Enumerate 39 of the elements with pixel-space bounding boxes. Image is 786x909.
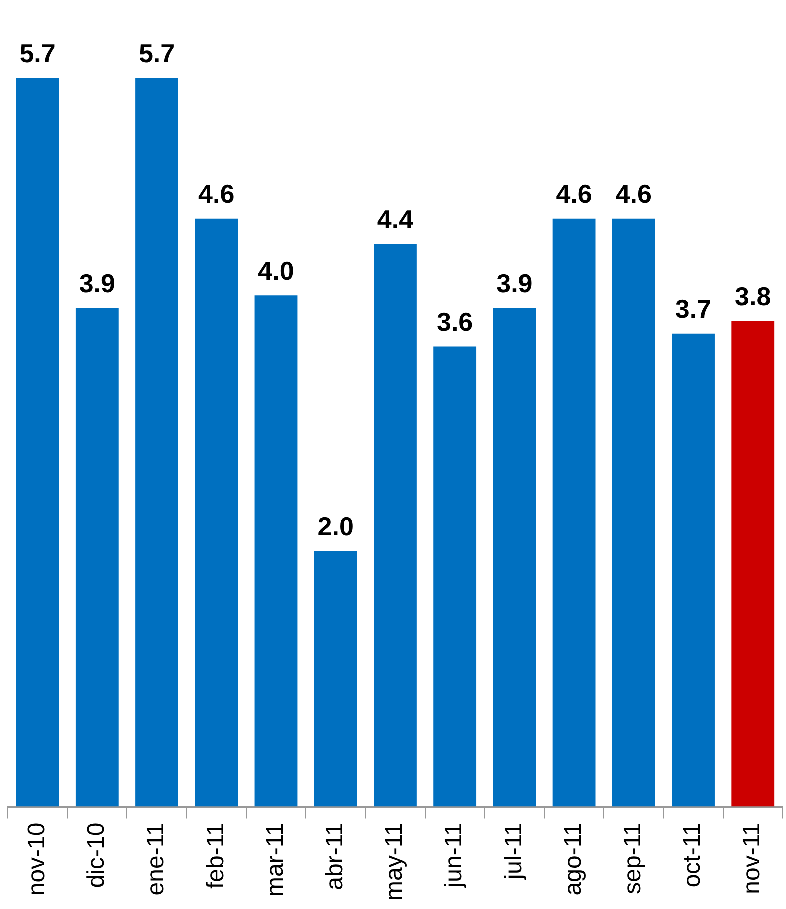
data-label: 4.6 <box>556 179 592 210</box>
data-label: 3.8 <box>735 281 772 312</box>
data-label: 3.6 <box>436 306 474 337</box>
bar <box>732 321 775 807</box>
bar <box>314 551 358 807</box>
data-label: 4.6 <box>198 179 235 210</box>
x-tick-label: sep-11 <box>620 822 647 894</box>
bar <box>16 78 60 807</box>
x-tick-label: ene-11 <box>142 822 170 896</box>
data-label: 4.0 <box>258 256 294 286</box>
bar <box>254 296 298 807</box>
data-label: 5.7 <box>20 38 56 69</box>
bar <box>374 244 417 807</box>
x-tick-label: nov-11 <box>738 822 766 894</box>
bar <box>672 334 715 807</box>
x-tick-label: feb-11 <box>202 822 230 890</box>
x-tick-label: jun-11 <box>440 822 468 889</box>
data-label: 2.0 <box>318 511 354 542</box>
x-tick-label: mar-11 <box>262 822 289 898</box>
x-tick-label: abr-11 <box>321 822 348 890</box>
bar <box>552 218 596 807</box>
x-tick-label: oct-11 <box>679 822 706 888</box>
x-tick-label: dic-10 <box>83 822 110 888</box>
bar <box>434 346 477 807</box>
data-label: 3.7 <box>675 294 712 324</box>
data-label: 3.9 <box>496 268 533 299</box>
x-tick-label: may-11 <box>381 822 408 902</box>
x-tick-label: jul-11 <box>500 822 528 881</box>
bar <box>76 308 119 807</box>
data-label: 4.4 <box>377 204 414 235</box>
bar <box>136 78 178 807</box>
data-label: 5.7 <box>138 38 176 69</box>
x-tick-label: nov-10 <box>23 822 50 896</box>
bar <box>612 218 656 807</box>
bar <box>493 308 536 807</box>
x-tick-label: ago-11 <box>560 822 587 896</box>
data-label: 4.6 <box>616 179 652 210</box>
data-label: 3.9 <box>79 268 116 299</box>
bar <box>195 218 238 807</box>
